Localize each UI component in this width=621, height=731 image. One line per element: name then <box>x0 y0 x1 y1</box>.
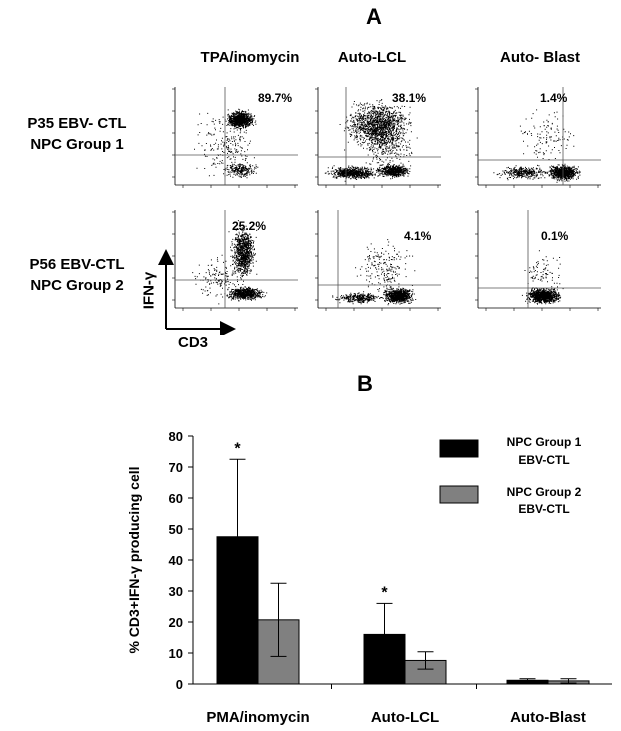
y-tick-label: 70 <box>169 460 183 475</box>
row-label-group2-line1: P56 EBV-CTL <box>29 256 125 273</box>
bar-chart: 0 10 20 30 40 50 60 70 80 % CD3+IFN-γ producing c… <box>126 429 612 726</box>
panel-a-letter: A <box>366 4 382 29</box>
flow-plot-r1c2 <box>315 87 441 188</box>
y-tick-label: 30 <box>169 584 183 599</box>
y-tick-label: 0 <box>176 677 183 692</box>
legend-swatch-group1 <box>439 439 479 458</box>
significance-marker: * <box>234 440 241 457</box>
row-label-group1-line2: NPC Group 1 <box>30 136 124 153</box>
legend-label-line1: NPC Group 1 <box>507 435 582 449</box>
row-label-group2: P56 EBV-CTL NPC Group 2 <box>2 254 152 296</box>
flow-plot-r1c1 <box>172 87 298 188</box>
y-tick-label: 10 <box>169 646 183 661</box>
column-label-tpa: TPA/inomycin <box>200 49 300 66</box>
row-label-group1-line1: P35 EBV- CTL <box>27 115 127 132</box>
y-tick-label: 60 <box>169 491 183 506</box>
legend-label-line2: EBV-CTL <box>518 453 569 467</box>
row-label-group2-line2: NPC Group 2 <box>30 277 124 294</box>
flow-plot-r2c1 <box>172 210 298 311</box>
x-tick-label: PMA/inomycin <box>206 709 309 726</box>
row-label-group1: P35 EBV- CTL NPC Group 1 <box>2 113 152 155</box>
flow-events <box>194 108 259 179</box>
percent-r1c1: 89.7% <box>258 91 293 105</box>
y-axis-label: % CD3+IFN-γ producing cell <box>126 466 142 653</box>
flow-axis-arrows <box>158 249 236 335</box>
significance-marker: * <box>381 584 388 601</box>
legend-label-line1: NPC Group 2 <box>507 485 582 499</box>
flow-events <box>324 99 418 182</box>
ifn-gamma-label: IFN-γ <box>140 271 158 310</box>
percent-r1c2: 38.1% <box>392 91 427 105</box>
panel-b-letter: B <box>357 371 373 396</box>
column-label-auto-blast: Auto- Blast <box>500 49 580 66</box>
flow-plot-r1c3 <box>475 87 601 188</box>
percent-r1c3: 1.4% <box>540 91 568 105</box>
y-tick-label: 50 <box>169 522 183 537</box>
x-tick-label: Auto-Blast <box>510 709 586 726</box>
legend-swatch-group2 <box>439 485 479 504</box>
flow-events <box>521 250 564 305</box>
y-tick-label: 80 <box>169 429 183 444</box>
flow-events <box>493 109 581 183</box>
percent-r2c1: 25.2% <box>232 219 267 233</box>
flow-plot-r2c2 <box>315 210 441 311</box>
x-tick-label: Auto-LCL <box>371 709 439 726</box>
percent-r2c2: 4.1% <box>404 229 432 243</box>
cd3-label: CD3 <box>178 334 209 351</box>
legend-label-line2: EBV-CTL <box>518 502 569 516</box>
column-label-auto-lcl: Auto-LCL <box>337 49 407 66</box>
flow-events <box>192 220 268 305</box>
flow-plot-r2c3 <box>475 210 601 311</box>
y-tick-label: 20 <box>169 615 183 630</box>
y-tick-label: 40 <box>169 553 183 568</box>
flow-events <box>332 239 417 306</box>
percent-r2c3: 0.1% <box>541 229 569 243</box>
